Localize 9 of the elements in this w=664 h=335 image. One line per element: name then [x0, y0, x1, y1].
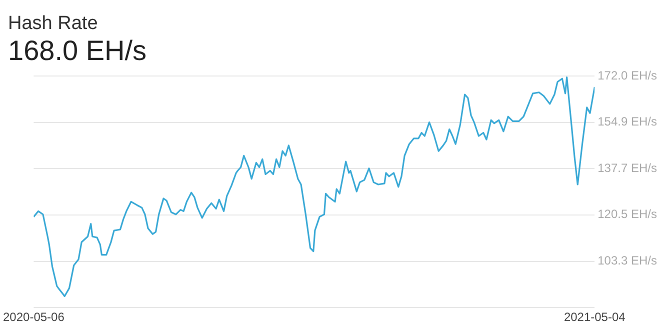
- x-tick-label: 2021-05-04: [564, 310, 626, 324]
- y-tick-label: 172.0 EH/s: [598, 68, 658, 83]
- x-tick-label: 2020-05-06: [2, 310, 65, 324]
- chart-subtitle: 168.0 EH/s: [8, 34, 148, 68]
- y-tick-label: 103.3 EH/s: [598, 254, 658, 268]
- y-tick-label: 120.5 EH/s: [598, 207, 658, 222]
- y-tick-label: 154.9 EH/s: [598, 114, 658, 129]
- y-tick-label: 137.7 EH/s: [598, 160, 658, 175]
- chart-title: Hash Rate: [8, 13, 99, 34]
